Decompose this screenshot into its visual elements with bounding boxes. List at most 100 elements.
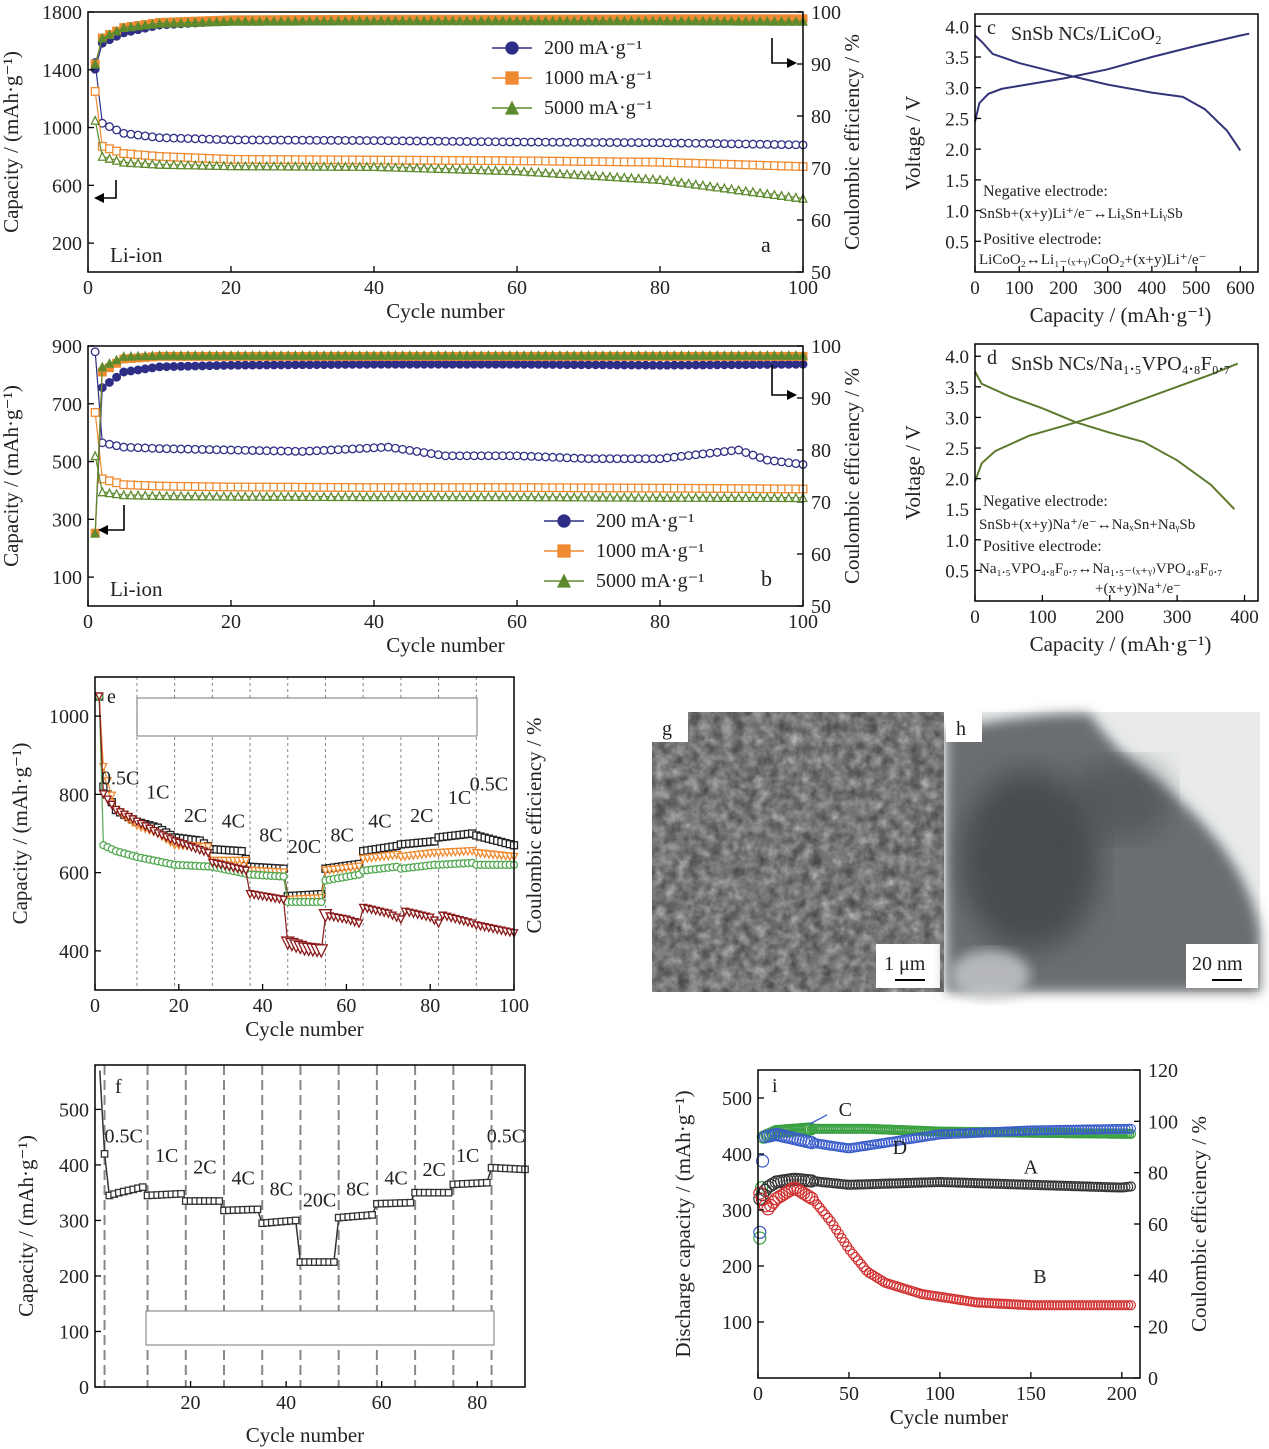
y-tick-label-d: 2.5 [945,439,969,460]
data-point [967,1127,978,1139]
data-point [154,490,165,501]
data-point [719,182,730,193]
data-point [1090,1124,1101,1135]
data-point [698,179,708,190]
data-point [369,161,379,172]
data-point [147,363,157,373]
data-point [852,1179,864,1190]
data-point [612,171,622,182]
data-point [896,1178,907,1189]
data-point [888,1178,899,1189]
data-point [942,1128,954,1140]
curve-label-A: A [1024,1157,1039,1179]
data-point [340,15,351,26]
data-point [226,445,236,455]
data-point [197,350,208,360]
data-point [390,491,401,502]
data-point [147,443,157,453]
data-point [97,361,108,372]
data-point [376,491,387,502]
data-point [133,480,143,490]
data-point [547,491,558,502]
data-point [398,136,408,146]
data-point [1003,1126,1014,1137]
data-point [233,350,244,360]
data-point [1068,1300,1079,1311]
data-point [355,444,365,454]
data-point [297,350,308,360]
tem-dark-region-2 [1070,760,1170,840]
data-point [312,135,322,145]
data-point [863,1267,875,1278]
data-point [340,491,351,502]
data-point [269,160,279,171]
data-point [814,1202,825,1213]
data-point [1060,1124,1071,1135]
y2-tick-label-i: 20 [1148,1317,1168,1339]
equation-line-c: SnSb+(x+y)Li⁺/e⁻↔LiₓSn+LiᵧSb [979,206,1183,222]
data-point [183,482,193,491]
data-point [497,15,508,26]
data-point [640,492,651,502]
data-point [626,138,636,148]
data-point [519,359,529,369]
data-point [247,491,258,501]
data-point [398,483,408,493]
x-tick-label-c: 400 [1138,278,1167,299]
data-point [383,491,394,502]
data-point [1073,1300,1085,1311]
data-point [1035,1180,1046,1191]
data-point [362,443,372,453]
series-line [94,455,803,499]
data-point [784,140,794,150]
data-point [937,1176,948,1188]
data-point [741,160,751,170]
x-tick-label-d: 400 [1230,607,1259,628]
data-point [1079,1124,1090,1135]
data-point [975,1127,986,1138]
data-point [1043,1300,1055,1311]
data-point [147,481,157,491]
data-point [519,483,529,493]
data-point [512,491,522,502]
data-point [161,159,172,169]
data-point [391,443,400,453]
data-point [986,1127,997,1138]
data-point [240,491,251,501]
data-point [397,15,408,26]
data-point [855,1258,866,1269]
series-b-2-right [90,350,808,538]
y-axis-label-d: Voltage / V [901,425,925,520]
data-point [1087,1181,1098,1192]
data-point [261,15,272,26]
data-point [669,492,680,502]
x-tick-label-e: 80 [420,995,440,1017]
data-point [212,134,222,144]
data-point [105,144,114,154]
y-tick-label-c: 1.5 [945,171,969,192]
data-point [340,135,350,145]
data-point [973,1127,984,1138]
data-point [590,350,601,360]
data-point [426,163,437,173]
data-point [276,446,286,456]
data-point [576,350,587,360]
rate-label-e: 0.5C [101,768,139,790]
data-point [945,1128,956,1140]
data-point [204,160,215,170]
data-point [512,165,522,176]
equation-line-d: Positive electrode: [983,538,1102,555]
data-point [283,360,293,370]
data-point [190,444,200,454]
data-point [994,1126,1006,1137]
chart-panel-d: 0 100 200 300 400 Capacity / (mAh·g⁻¹) 0.5 1.0 1… [901,343,1259,656]
y-tick-label-d: 2.0 [945,470,969,491]
data-point [994,1298,1006,1309]
data-point [1098,1300,1109,1311]
data-point [426,15,437,26]
data-point [133,157,143,168]
data-point [94,692,104,702]
data-point [612,454,622,464]
data-point [183,361,193,371]
data-point [219,135,229,145]
